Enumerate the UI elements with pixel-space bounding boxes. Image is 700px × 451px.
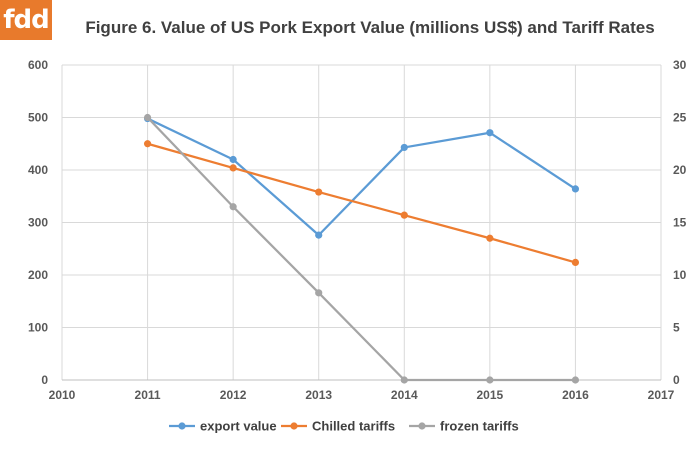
y-left-tick-label: 400 [28,163,48,177]
data-point [229,155,237,164]
y-right-tick-label: 0 [673,373,680,387]
series-line-export-value [147,117,577,237]
x-tick-label: 2016 [562,388,589,402]
data-point [315,188,323,196]
y-left-tick-label: 500 [28,111,48,125]
y-right-tick-label: 30 [673,58,687,72]
y-left-tick-label: 200 [28,268,48,282]
data-point [143,113,152,122]
data-point [486,376,494,384]
y-left-tick-label: 100 [28,321,48,335]
data-point [571,376,580,384]
y-right-tick-label: 25 [673,111,687,125]
data-point [229,203,237,211]
data-point [486,234,494,242]
x-tick-label: 2012 [220,388,247,402]
x-tick-label: 2013 [305,388,332,402]
x-tick-label: 2017 [648,388,675,402]
data-point [400,376,408,384]
y-right-tick-label: 10 [673,268,687,282]
data-point [229,164,237,172]
legend-swatch-marker [178,422,186,430]
y-right-tick-label: 15 [673,216,687,230]
series-line-frozen-tariffs [146,116,576,382]
legend-label: export value [200,419,277,434]
x-tick-label: 2014 [391,388,418,402]
data-point [400,211,408,219]
x-tick-label: 2010 [49,388,76,402]
legend-item: Chilled tariffs [281,419,395,434]
legend-swatch-marker [418,422,426,430]
data-point [315,231,323,239]
data-point [143,140,152,148]
legend-label: Chilled tariffs [312,419,395,434]
chart-title: Figure 6. Value of US Pork Export Value … [85,18,655,37]
legend-item: export value [169,419,277,434]
series-line-chilled-tariffs [147,142,576,264]
x-tick-label: 2011 [135,388,161,402]
data-point [571,185,580,193]
fdd-logo: fdd [0,0,52,40]
y-left-tick-label: 600 [28,58,48,72]
x-tick-label: 2015 [477,388,504,402]
y-left-tick-label: 0 [41,373,48,387]
legend-swatch-marker [290,422,298,430]
legend-label: frozen tariffs [440,419,519,434]
y-right-tick-label: 20 [673,163,687,177]
legend-item: frozen tariffs [409,419,519,434]
data-point [486,129,494,137]
data-point [315,289,323,297]
data-point [571,258,580,266]
y-left-tick-label: 300 [28,216,48,230]
y-right-tick-label: 5 [673,321,680,335]
data-point [400,143,408,152]
